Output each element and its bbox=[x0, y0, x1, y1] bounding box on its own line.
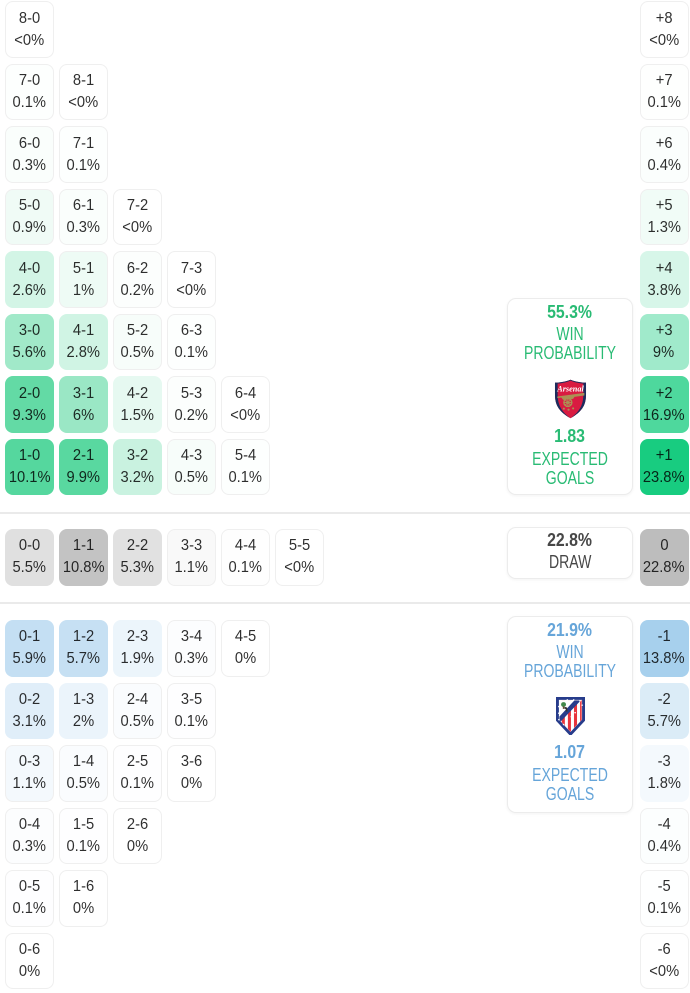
svg-text:Arsenal: Arsenal bbox=[556, 385, 584, 394]
